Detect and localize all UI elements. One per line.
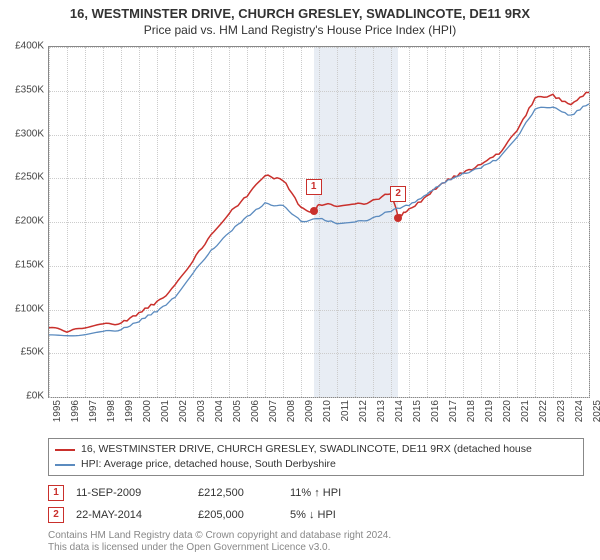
- x-axis-label: 2000: [142, 400, 153, 430]
- x-axis-label: 2023: [556, 400, 567, 430]
- x-axis-label: 2005: [232, 400, 243, 430]
- sale-badge: 1: [48, 485, 64, 501]
- chart-subtitle: Price paid vs. HM Land Registry's House …: [0, 21, 600, 41]
- sale-badge: 2: [48, 507, 64, 523]
- footer-line1: Contains HM Land Registry data © Crown c…: [48, 530, 588, 542]
- sale-price: £212,500: [198, 487, 278, 499]
- legend: 16, WESTMINSTER DRIVE, CHURCH GRESLEY, S…: [48, 438, 584, 476]
- marker-dot: [310, 207, 318, 215]
- series-hpi: [49, 104, 589, 336]
- x-axis-label: 2010: [322, 400, 333, 430]
- y-axis-label: £350K: [15, 84, 44, 95]
- legend-row: HPI: Average price, detached house, Sout…: [55, 457, 577, 472]
- x-axis-label: 2020: [502, 400, 513, 430]
- series-property: [49, 93, 589, 333]
- x-axis-label: 2003: [196, 400, 207, 430]
- y-axis-label: £150K: [15, 259, 44, 270]
- sales-table: 1 11-SEP-2009 £212,500 11% ↑ HPI 2 22-MAY-201…: [48, 482, 588, 526]
- legend-text: 16, WESTMINSTER DRIVE, CHURCH GRESLEY, S…: [81, 442, 532, 457]
- x-axis-label: 1998: [106, 400, 117, 430]
- sale-delta: 5% ↓ HPI: [290, 509, 390, 521]
- series-lines: [49, 47, 589, 397]
- legend-swatch: [55, 464, 75, 466]
- sale-date: 11-SEP-2009: [76, 487, 186, 499]
- x-axis-label: 2002: [178, 400, 189, 430]
- y-axis-label: £400K: [15, 41, 44, 52]
- x-axis-label: 1995: [52, 400, 63, 430]
- x-axis-label: 2011: [340, 400, 351, 430]
- sale-price: £205,000: [198, 509, 278, 521]
- y-axis-label: £50K: [21, 347, 44, 358]
- x-axis-label: 1999: [124, 400, 135, 430]
- x-axis-label: 2004: [214, 400, 225, 430]
- x-axis-label: 2018: [466, 400, 477, 430]
- x-axis-label: 1996: [70, 400, 81, 430]
- x-axis-label: 2021: [520, 400, 531, 430]
- sale-row: 1 11-SEP-2009 £212,500 11% ↑ HPI: [48, 482, 588, 504]
- x-axis-label: 2006: [250, 400, 261, 430]
- chart-title: 16, WESTMINSTER DRIVE, CHURCH GRESLEY, S…: [0, 0, 600, 21]
- x-axis-label: 2008: [286, 400, 297, 430]
- y-axis-label: £250K: [15, 172, 44, 183]
- footer-line2: This data is licensed under the Open Gov…: [48, 542, 588, 554]
- x-axis-label: 2009: [304, 400, 315, 430]
- gridline-h: [49, 397, 589, 398]
- x-axis-label: 2015: [412, 400, 423, 430]
- x-axis-label: 2022: [538, 400, 549, 430]
- y-axis-label: £200K: [15, 216, 44, 227]
- x-axis-label: 2025: [592, 400, 600, 430]
- footer: Contains HM Land Registry data © Crown c…: [48, 530, 588, 554]
- marker-label: 1: [306, 179, 322, 195]
- sale-row: 2 22-MAY-2014 £205,000 5% ↓ HPI: [48, 504, 588, 526]
- legend-row: 16, WESTMINSTER DRIVE, CHURCH GRESLEY, S…: [55, 442, 577, 457]
- x-axis-label: 2014: [394, 400, 405, 430]
- y-axis-label: £0K: [26, 391, 44, 402]
- x-axis-label: 1997: [88, 400, 99, 430]
- legend-text: HPI: Average price, detached house, Sout…: [81, 457, 336, 472]
- x-axis-label: 2001: [160, 400, 171, 430]
- x-axis-label: 2007: [268, 400, 279, 430]
- sale-date: 22-MAY-2014: [76, 509, 186, 521]
- x-axis-label: 2024: [574, 400, 585, 430]
- x-axis-label: 2019: [484, 400, 495, 430]
- legend-swatch: [55, 449, 75, 451]
- gridline-v: [589, 47, 590, 397]
- x-axis-label: 2012: [358, 400, 369, 430]
- chart-container: 16, WESTMINSTER DRIVE, CHURCH GRESLEY, S…: [0, 0, 600, 560]
- x-axis-label: 2017: [448, 400, 459, 430]
- marker-dot: [394, 214, 402, 222]
- x-axis-label: 2016: [430, 400, 441, 430]
- plot-area: 12: [48, 46, 590, 398]
- x-axis-label: 2013: [376, 400, 387, 430]
- y-axis-label: £100K: [15, 303, 44, 314]
- sale-delta: 11% ↑ HPI: [290, 487, 390, 499]
- marker-label: 2: [390, 186, 406, 202]
- y-axis-label: £300K: [15, 128, 44, 139]
